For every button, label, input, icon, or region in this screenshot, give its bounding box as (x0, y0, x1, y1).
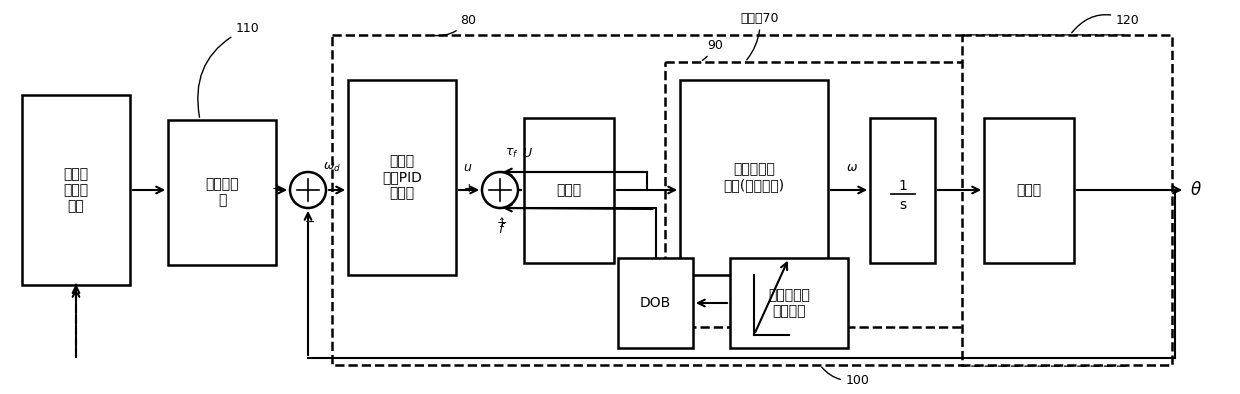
Text: $u$: $u$ (463, 161, 472, 174)
Bar (730, 258, 848, 348)
Text: 二阶巴特沃
斯滤波器: 二阶巴特沃 斯滤波器 (768, 288, 810, 318)
Text: +: + (497, 216, 507, 229)
Bar (680, 80, 828, 275)
Text: 110: 110 (197, 22, 260, 117)
Bar (618, 258, 693, 348)
Bar (22, 95, 130, 285)
Text: −: − (305, 216, 315, 229)
Text: s: s (899, 197, 906, 212)
Text: 激光信
号处理
系统: 激光信 号处理 系统 (63, 167, 88, 213)
Text: 陷波器: 陷波器 (557, 184, 582, 197)
Text: 90: 90 (702, 39, 723, 60)
Text: 120: 120 (1071, 13, 1140, 33)
Text: 速度环被控
对象(含电流环): 速度环被控 对象(含电流环) (723, 162, 785, 193)
Circle shape (290, 172, 326, 208)
Text: 速度环70: 速度环70 (740, 11, 779, 60)
Text: 100: 100 (822, 367, 870, 387)
Text: DOB: DOB (640, 296, 671, 310)
Text: 比例控制
器: 比例控制 器 (206, 177, 239, 208)
Text: 1: 1 (898, 178, 906, 193)
Bar (167, 120, 277, 265)
Text: $\omega$: $\omega$ (846, 161, 858, 174)
Text: +: + (464, 182, 474, 195)
Text: $\hat{f}$: $\hat{f}$ (498, 218, 506, 237)
Text: $\theta$: $\theta$ (1190, 181, 1202, 199)
Bar (525, 118, 614, 263)
Text: $U$: $U$ (522, 147, 533, 160)
Bar (985, 118, 1074, 263)
Text: $\tau_f$: $\tau_f$ (505, 147, 518, 160)
Text: 电位计: 电位计 (1017, 184, 1042, 197)
Text: $\omega_d$: $\omega_d$ (322, 161, 341, 174)
Text: 不完全
微分PID
控制器: 不完全 微分PID 控制器 (382, 154, 422, 201)
Circle shape (482, 172, 518, 208)
Bar (348, 80, 456, 275)
Bar (332, 35, 1127, 365)
Bar (665, 62, 1025, 327)
Text: +: + (272, 182, 281, 195)
Bar (870, 118, 935, 263)
Bar (962, 35, 1172, 365)
Text: 80: 80 (433, 13, 476, 36)
